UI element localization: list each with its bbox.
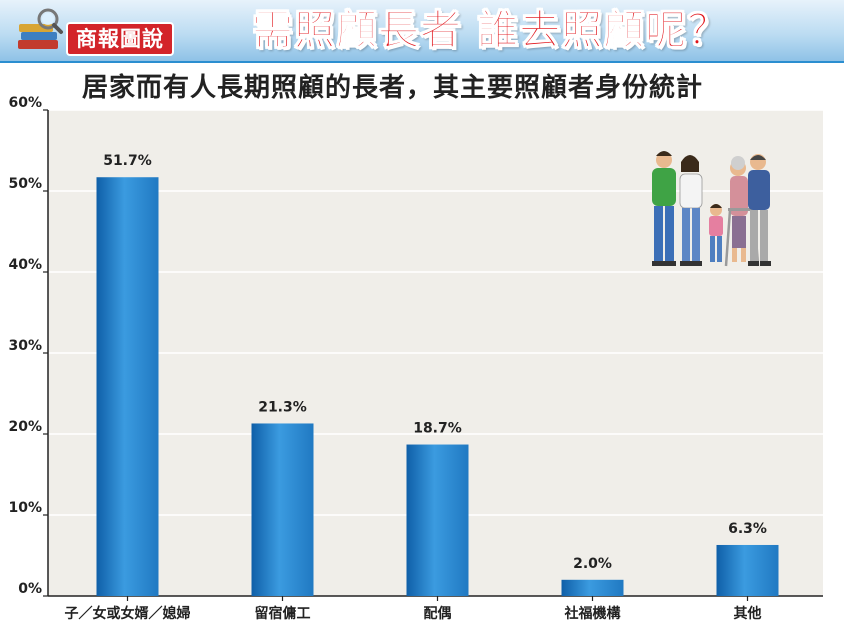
- y-tick-label: 20%: [8, 419, 42, 435]
- x-tick-label: 其他: [734, 605, 762, 622]
- y-tick-label: 50%: [8, 176, 42, 192]
- data-label: 2.0%: [573, 556, 612, 572]
- data-label: 51.7%: [103, 153, 152, 169]
- bar: [406, 444, 469, 596]
- x-tick-label: 留宿傭工: [255, 605, 311, 622]
- y-tick-label: 0%: [18, 581, 42, 597]
- x-tick-label: 社福機構: [564, 605, 621, 622]
- bar: [96, 177, 159, 597]
- page-headline: 需照顧長者 誰去照顧呢？: [251, 6, 730, 55]
- x-tick-label: 配偶: [424, 605, 452, 622]
- data-label: 18.7%: [413, 421, 462, 437]
- data-label: 21.3%: [258, 399, 307, 415]
- bar: [561, 579, 624, 596]
- books-logo-icon: [18, 8, 63, 49]
- data-label: 6.3%: [728, 521, 767, 537]
- brand-badge: 商報圖說: [66, 22, 174, 56]
- header-divider: [0, 61, 844, 63]
- y-tick-label: 40%: [8, 257, 42, 273]
- chart-title: 居家而有人長期照顧的長者，其主要照顧者身份統計: [82, 73, 704, 103]
- y-tick-label: 30%: [8, 338, 42, 354]
- x-tick-label: 子／女或女婿／媳婦: [65, 605, 191, 622]
- bar: [251, 423, 314, 596]
- y-tick-label: 60%: [8, 95, 42, 111]
- caregiver-family-illustration: [652, 151, 771, 267]
- y-tick-label: 10%: [8, 500, 42, 516]
- bar: [716, 544, 779, 596]
